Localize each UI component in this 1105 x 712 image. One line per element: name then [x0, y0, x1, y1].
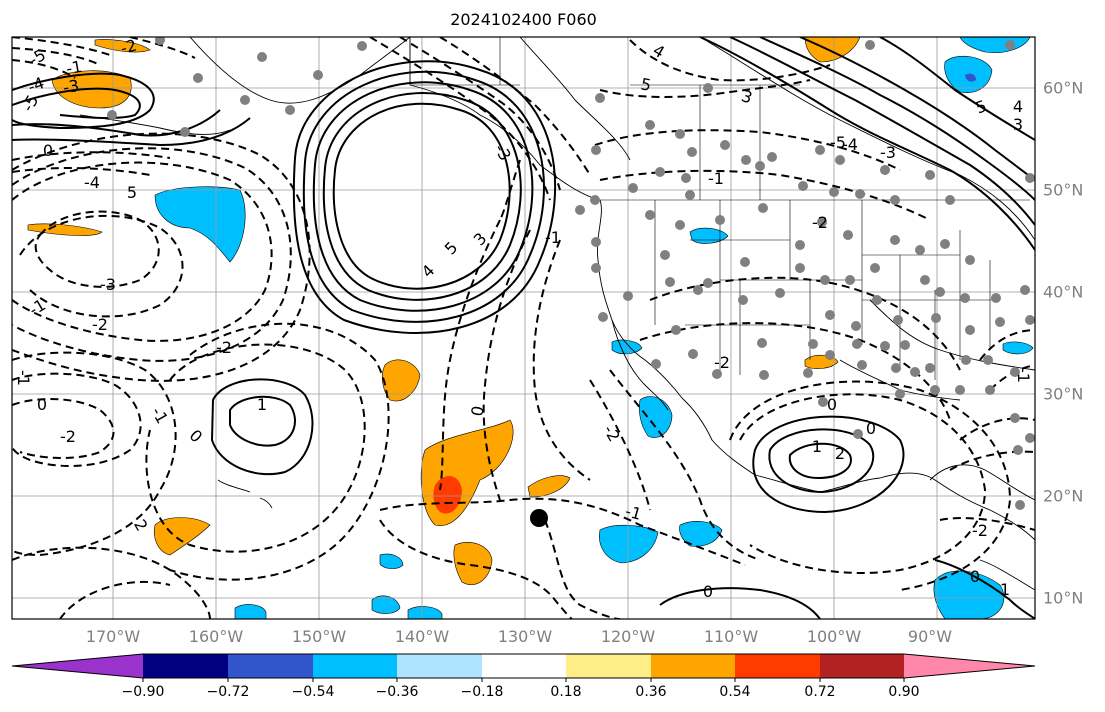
shade-orange — [27, 223, 103, 236]
lat-label: 60°N — [1043, 78, 1084, 98]
contour-label: 0 — [703, 582, 713, 601]
colorbar-tick-label: 0.18 — [550, 684, 582, 700]
contour-label: -3 — [880, 143, 896, 162]
contour-label: -2 — [92, 315, 108, 334]
lon-label: 100°W — [806, 627, 862, 646]
dashed-contours — [12, 37, 1035, 619]
colorbar-tick-label: −0.36 — [375, 684, 419, 700]
contour-label: -5 — [830, 133, 846, 152]
contour-label: -2 — [60, 427, 76, 446]
shading-positive — [27, 37, 861, 586]
colorbar-tick-label: −0.18 — [460, 684, 504, 700]
contour-label: -2 — [118, 35, 138, 57]
contour-label: 0 — [866, 419, 876, 438]
contour-label: -2 — [972, 521, 988, 540]
contour-label: 0 — [467, 404, 487, 417]
contour-label: 4 — [1013, 97, 1023, 116]
lon-label: 140°W — [394, 627, 450, 646]
contour-label: -1 — [14, 370, 33, 386]
lon-label: 130°W — [497, 627, 553, 646]
contour-label: 2 — [835, 444, 845, 463]
lon-label: 90°W — [907, 627, 953, 646]
shade-orange — [804, 37, 861, 63]
contour-label: 0 — [37, 395, 47, 414]
lon-label: 170°W — [85, 627, 141, 646]
shade-blue — [599, 524, 659, 564]
shade-blue — [154, 186, 246, 263]
colorbar-tick-label: −0.90 — [121, 684, 165, 700]
shade-darkblue — [965, 73, 976, 82]
contour-label: -2 — [216, 338, 232, 357]
contour-label: 1 — [1000, 580, 1010, 599]
contour-label: -1 — [708, 169, 724, 188]
contour-label: -3 — [100, 275, 116, 294]
contour-label: -4 — [25, 73, 46, 96]
contour-label: 0 — [827, 395, 837, 414]
lon-label: 110°W — [703, 627, 759, 646]
contour-label: -3 — [62, 76, 81, 97]
map-title: 2024102400 F060 — [450, 10, 597, 29]
contour-label: 0 — [43, 141, 53, 160]
contour-label: 1 — [257, 395, 267, 414]
station-dots — [107, 37, 1035, 510]
shade-blue — [371, 595, 401, 614]
lon-label: 120°W — [600, 627, 656, 646]
contour-label: -2 — [812, 213, 828, 232]
colorbar-tick-label: 0.54 — [719, 684, 751, 700]
colorbar-tick-label: 0.72 — [804, 684, 836, 700]
colorbar-tick-label: −0.72 — [206, 684, 250, 700]
contour-label: -1 — [1014, 367, 1033, 383]
gridlines — [12, 37, 1035, 619]
lon-label: 150°W — [291, 627, 347, 646]
shade-blue — [1002, 341, 1034, 355]
contour-label: -2 — [714, 353, 730, 372]
lon-label: 160°W — [188, 627, 244, 646]
lat-label: 20°N — [1043, 486, 1084, 506]
shade-blue — [679, 521, 723, 547]
shade-blue — [689, 227, 729, 244]
lat-label: 30°N — [1043, 384, 1084, 404]
contour-label: 0 — [970, 567, 980, 586]
contour-label: -1 — [623, 501, 643, 523]
contour-label: 5 — [639, 74, 652, 94]
shade-orange — [94, 39, 151, 53]
lat-label: 40°N — [1043, 282, 1084, 302]
contour-label: -4 — [842, 135, 858, 154]
colorbar-tick-label: 0.90 — [888, 684, 920, 700]
lat-label: 10°N — [1043, 588, 1084, 608]
shade-orange — [453, 541, 493, 586]
contour-label: 5 — [127, 183, 137, 202]
shade-orange — [527, 475, 571, 498]
contour-label: 1 — [812, 437, 822, 456]
colorbar-tick-label: 0.36 — [635, 684, 667, 700]
map-frame — [11, 36, 1036, 620]
lat-label: 50°N — [1043, 180, 1084, 200]
center-marker — [530, 509, 548, 527]
solid-contours — [12, 37, 1035, 619]
colorbar-tick-label: −0.54 — [291, 684, 335, 700]
shade-orange — [153, 517, 211, 556]
contour-label: -4 — [84, 173, 100, 192]
contour-label: -1 — [65, 57, 84, 78]
shade-orange — [381, 359, 421, 402]
shade-blue — [234, 604, 267, 619]
contour-label: 3 — [1013, 115, 1023, 134]
shade-blue — [379, 553, 404, 569]
contour-label: -1 — [545, 228, 561, 247]
shade-blue — [407, 606, 443, 619]
